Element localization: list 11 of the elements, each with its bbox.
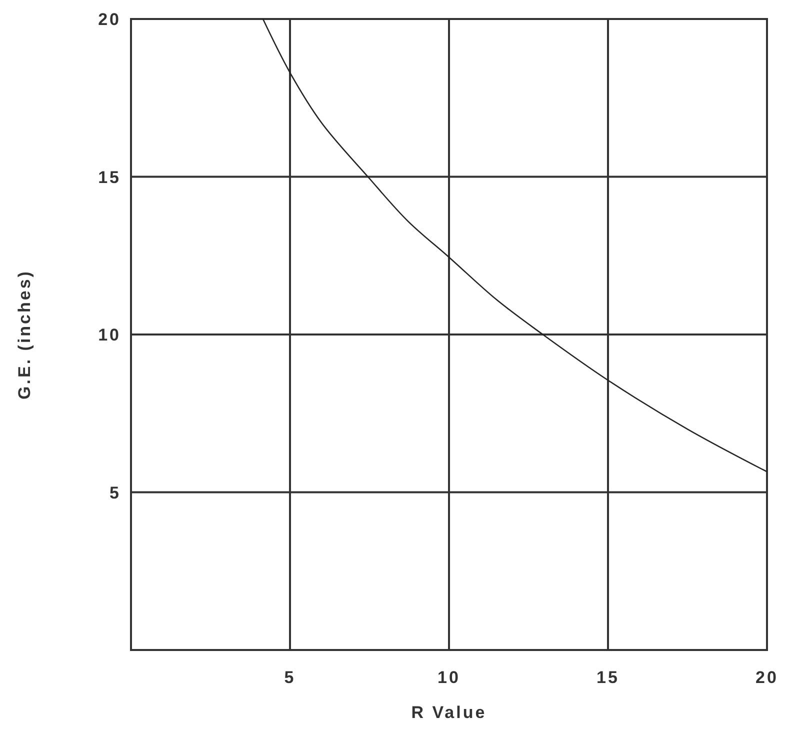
x-tick-label: 20	[756, 668, 778, 687]
line-series	[262, 18, 768, 472]
y-tick-label: 5	[110, 483, 121, 502]
x-axis-title: R Value	[411, 703, 487, 722]
y-tick-label: 10	[98, 326, 121, 344]
x-tick-label: 10	[438, 668, 460, 687]
y-tick-label: 15	[98, 168, 121, 187]
x-tick-label: 5	[284, 668, 296, 687]
x-tick-label: 15	[596, 668, 620, 687]
y-tick-label: 20	[98, 10, 121, 29]
y-axis-title: G.E. (inches)	[15, 270, 34, 400]
